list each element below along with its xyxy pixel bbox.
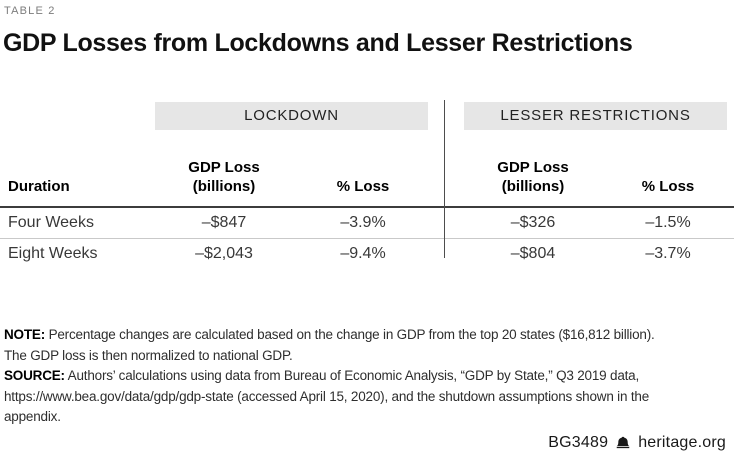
- band-spacer: [0, 102, 150, 130]
- table-row-eight-weeks: Eight Weeks –$2,043 –9.4% –$804 –3.7%: [0, 239, 734, 270]
- cell-lesser-gdp-loss: –$326: [464, 207, 602, 239]
- column-header-lockdown-pct-loss: % Loss: [298, 130, 428, 208]
- cell-lesser-pct-loss: –3.7%: [645, 245, 691, 262]
- source-line-1: Authors’ calculations using data from Bu…: [67, 368, 640, 383]
- cell-lesser-gdp-loss: –$804: [510, 245, 556, 262]
- column-header-lesser-pct-loss: % Loss: [602, 130, 734, 208]
- cell-lockdown-pct-loss: –9.4%: [340, 245, 386, 262]
- cell-gap: [428, 207, 464, 239]
- page-title: GDP Losses from Lockdowns and Lesser Res…: [3, 29, 633, 57]
- gdp-loss-table: LOCKDOWN LESSER RESTRICTIONS Duration GD…: [0, 102, 734, 269]
- cell-lockdown-pct-loss: –3.9%: [298, 207, 428, 239]
- source-line-2: https://www.bea.gov/data/gdp/gdp-state (…: [4, 388, 650, 404]
- note-line-2: The GDP loss is then normalized to natio…: [4, 347, 293, 363]
- cell-gap: [428, 239, 464, 270]
- note-text: NOTE: Percentage changes are calculated …: [4, 325, 734, 366]
- site-name: heritage.org: [638, 434, 726, 451]
- cell-lesser-pct-loss: –1.5%: [602, 207, 734, 239]
- column-header-lockdown-gdp-loss: GDP Loss (billions): [150, 130, 298, 208]
- column-header-gap: [428, 130, 464, 208]
- note-line-1: Percentage changes are calculated based …: [48, 327, 655, 342]
- column-header-duration: Duration: [0, 130, 150, 208]
- liberty-bell-icon: [616, 436, 630, 449]
- lockdown-group-header: LOCKDOWN: [155, 102, 428, 130]
- group-divider-line: [444, 100, 445, 258]
- column-header-lesser-gdp-loss: GDP Loss (billions): [464, 130, 602, 208]
- document-id: BG3489: [548, 434, 609, 451]
- source-label: SOURCE:: [4, 368, 65, 383]
- source-line-3: appendix.: [4, 409, 61, 424]
- cell-duration: Four Weeks: [0, 207, 150, 239]
- source-text: SOURCE: Authors’ calculations using data…: [4, 366, 734, 428]
- table-row-four-weeks: Four Weeks –$847 –3.9% –$326 –1.5%: [0, 207, 734, 239]
- group-header-row: LOCKDOWN LESSER RESTRICTIONS: [0, 102, 734, 130]
- table-number-label: TABLE 2: [4, 5, 56, 17]
- column-header-row: Duration GDP Loss (billions) % Loss GDP …: [0, 130, 734, 208]
- lesser-restrictions-group-header: LESSER RESTRICTIONS: [464, 102, 728, 130]
- cell-duration: Eight Weeks: [8, 245, 98, 262]
- footer-credit: BG3489 heritage.org: [548, 434, 726, 452]
- cell-lockdown-gdp-loss: –$2,043: [195, 245, 253, 262]
- note-label: NOTE:: [4, 327, 45, 342]
- cell-lockdown-gdp-loss: –$847: [150, 207, 298, 239]
- band-gap: [428, 102, 464, 130]
